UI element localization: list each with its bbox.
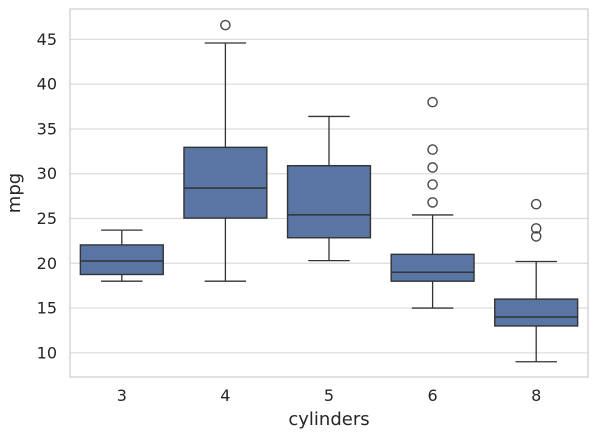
iqr-box (390, 253, 475, 282)
outlier-point (220, 19, 231, 31)
axes-frame (69, 8, 589, 378)
box-group-cyl-8 (494, 198, 579, 363)
y-tick-label: 10 (37, 343, 57, 362)
box-group-cyl-6 (390, 96, 475, 309)
box-group-cyl-3 (79, 229, 164, 282)
x-axis-title: cylinders (288, 409, 369, 430)
x-tick-label: 6 (428, 386, 438, 405)
x-tick-label: 5 (324, 386, 334, 405)
iqr-box (79, 244, 164, 276)
box-group-cyl-5 (286, 115, 372, 262)
iqr-box (183, 146, 268, 219)
x-tick-label: 8 (531, 386, 541, 405)
y-tick-label: 20 (37, 254, 57, 273)
outlier-point (530, 198, 542, 210)
y-tick-label: 40 (37, 75, 57, 94)
y-tick-label: 35 (37, 119, 57, 138)
outlier-point (427, 96, 438, 108)
outlier-point (530, 223, 542, 234)
y-tick-label: 45 (37, 30, 57, 49)
iqr-box (494, 298, 579, 327)
outlier-point (427, 144, 438, 155)
y-tick-label: 30 (37, 164, 57, 183)
outlier-point (427, 179, 438, 190)
box-group-cyl-4 (183, 19, 268, 282)
axes-spines (69, 8, 589, 378)
y-tick-label: 15 (37, 299, 57, 318)
iqr-box (286, 164, 372, 239)
x-tick-label: 3 (117, 386, 127, 405)
outlier-point (530, 231, 542, 242)
box-layer (79, 19, 579, 363)
y-axis-title: mpg (4, 173, 25, 213)
outlier-point (427, 162, 438, 173)
x-tick-label: 4 (220, 386, 230, 405)
outlier-point (427, 197, 438, 208)
y-tick-label: 25 (37, 209, 57, 228)
